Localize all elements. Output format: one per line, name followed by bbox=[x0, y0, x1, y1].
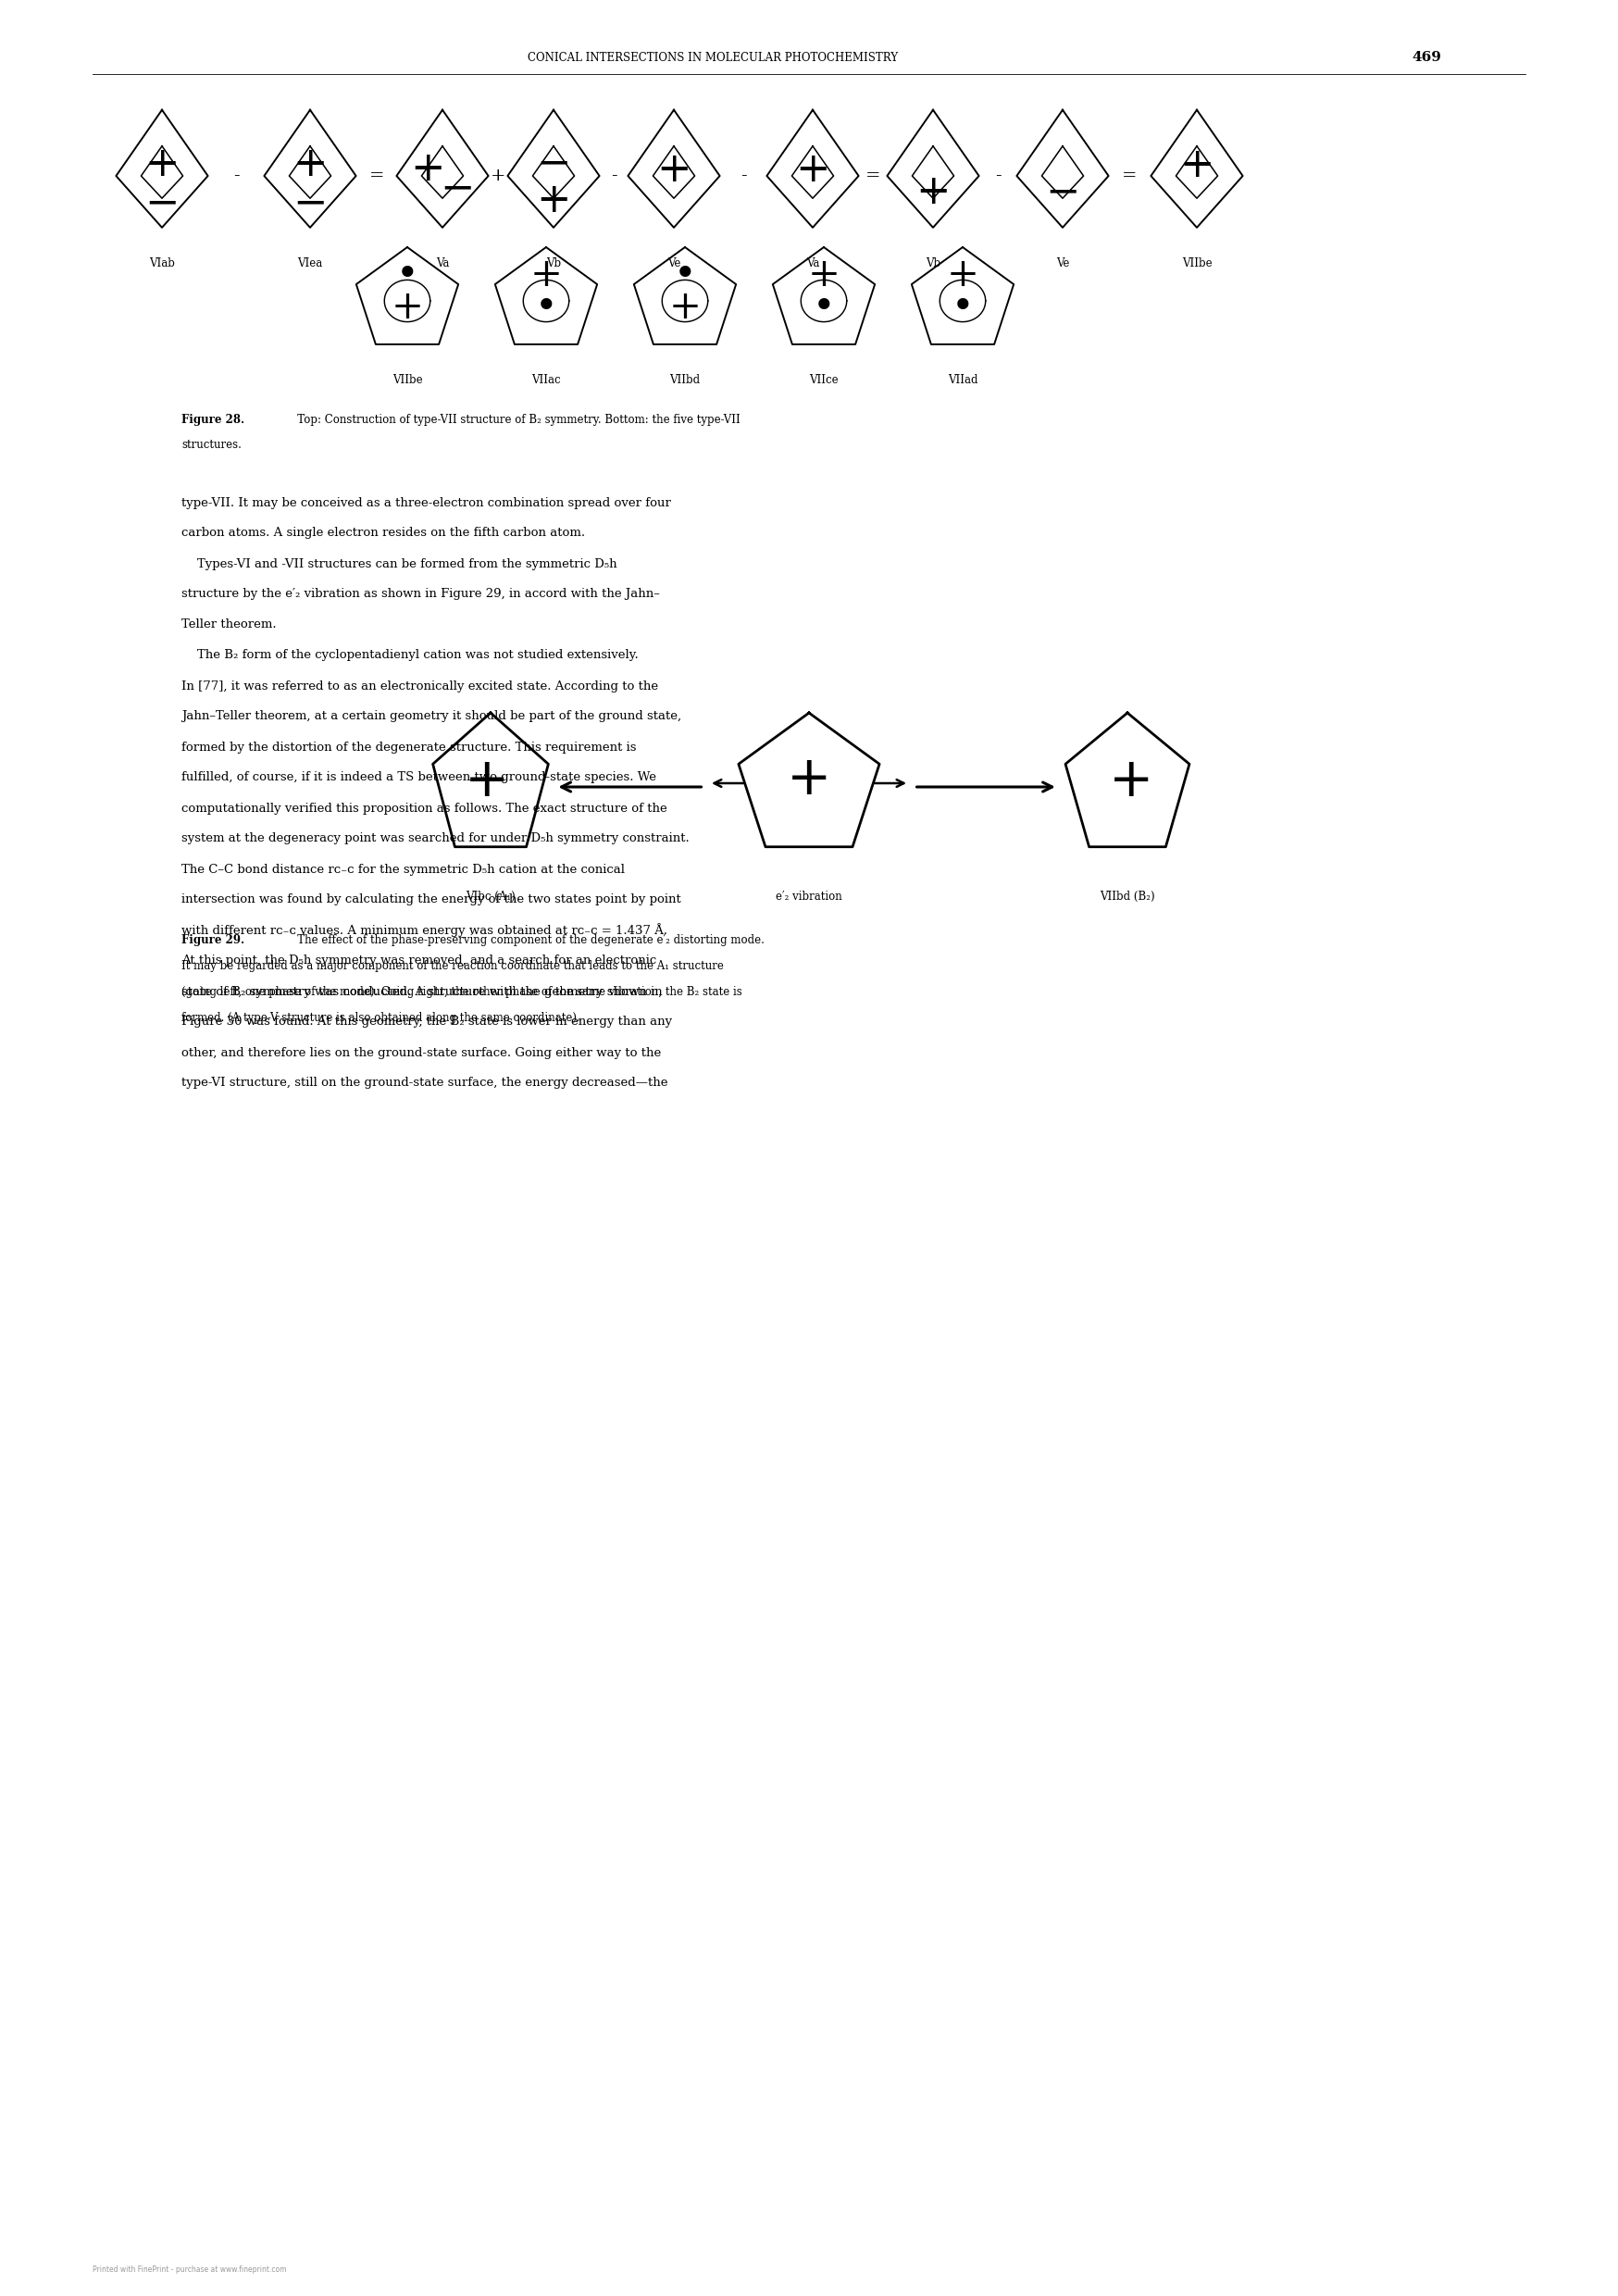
Text: +: + bbox=[796, 149, 830, 191]
Text: Jahn–Teller theorem, at a certain geometry it should be part of the ground state: Jahn–Teller theorem, at a certain geomet… bbox=[181, 709, 681, 723]
Text: VIIbd: VIIbd bbox=[670, 374, 701, 386]
Text: computationally verified this proposition as follows. The exact structure of the: computationally verified this propositio… bbox=[181, 801, 667, 815]
Text: +: + bbox=[392, 287, 424, 326]
Text: fulfilled, of course, if it is indeed a TS between two ground-state species. We: fulfilled, of course, if it is indeed a … bbox=[181, 771, 657, 783]
Text: It may be regarded as a major component of the reaction coordinate that leads to: It may be regarded as a major component … bbox=[181, 960, 723, 974]
Text: Va: Va bbox=[806, 257, 819, 269]
Text: =: = bbox=[866, 168, 880, 184]
Text: VIIce: VIIce bbox=[809, 374, 838, 386]
Text: •: • bbox=[673, 255, 696, 294]
Text: −: − bbox=[1045, 172, 1079, 211]
Text: VIIac: VIIac bbox=[531, 374, 561, 386]
Text: +: + bbox=[1180, 145, 1214, 186]
Text: +: + bbox=[916, 172, 950, 211]
Text: structure by the e′₂ vibration as shown in Figure 29, in accord with the Jahn–: structure by the e′₂ vibration as shown … bbox=[181, 588, 660, 599]
Text: VIIbe: VIIbe bbox=[392, 374, 422, 386]
Text: +: + bbox=[464, 755, 510, 808]
Text: In [77], it was referred to as an electronically excited state. According to the: In [77], it was referred to as an electr… bbox=[181, 680, 659, 691]
Text: system at the degeneracy point was searched for under D₅h symmetry constraint.: system at the degeneracy point was searc… bbox=[181, 833, 689, 845]
Text: state of B₂ symmetry was conducted. A structure with the geometry shown in: state of B₂ symmetry was conducted. A st… bbox=[181, 985, 662, 996]
Text: +: + bbox=[807, 255, 840, 294]
Text: type-VI structure, still on the ground-state surface, the energy decreased—the: type-VI structure, still on the ground-s… bbox=[181, 1077, 668, 1088]
Text: +: + bbox=[786, 753, 832, 806]
Text: +: + bbox=[947, 255, 979, 294]
Text: Figure 29.: Figure 29. bbox=[181, 934, 244, 946]
Text: =: = bbox=[1121, 168, 1137, 184]
Text: Vb: Vb bbox=[545, 257, 561, 269]
Text: formed. (A type-V structure is also obtained along the same coordinate).: formed. (A type-V structure is also obta… bbox=[181, 1013, 581, 1024]
Text: CONICAL INTERSECTIONS IN MOLECULAR PHOTOCHEMISTRY: CONICAL INTERSECTIONS IN MOLECULAR PHOTO… bbox=[527, 51, 898, 64]
Text: VIea: VIea bbox=[298, 257, 322, 269]
Text: +: + bbox=[536, 179, 571, 220]
Text: The B₂ form of the cyclopentadienyl cation was not studied extensively.: The B₂ form of the cyclopentadienyl cati… bbox=[181, 650, 639, 661]
Text: +: + bbox=[657, 149, 691, 191]
Text: −: − bbox=[440, 168, 474, 209]
Text: -: - bbox=[995, 168, 1002, 184]
Text: +: + bbox=[293, 145, 327, 184]
Text: type-VII. It may be conceived as a three-electron combination spread over four: type-VII. It may be conceived as a three… bbox=[181, 496, 671, 510]
Text: •: • bbox=[812, 287, 835, 326]
Text: +: + bbox=[531, 255, 563, 294]
Text: Top: Construction of type-VII structure of B₂ symmetry. Bottom: the five type-VI: Top: Construction of type-VII structure … bbox=[286, 413, 741, 425]
Text: VIIbe: VIIbe bbox=[1181, 257, 1212, 269]
Text: Ve: Ve bbox=[1057, 257, 1069, 269]
Text: Figure 30 was found. At this geometry, the B₂ state is lower in energy than any: Figure 30 was found. At this geometry, t… bbox=[181, 1017, 671, 1029]
Text: -: - bbox=[739, 168, 746, 184]
Text: +: + bbox=[411, 149, 445, 188]
Text: +: + bbox=[668, 287, 701, 326]
Text: Types-VI and -VII structures can be formed from the symmetric D₅h: Types-VI and -VII structures can be form… bbox=[181, 558, 616, 569]
Text: other, and therefore lies on the ground-state surface. Going either way to the: other, and therefore lies on the ground-… bbox=[181, 1047, 662, 1058]
Text: -: - bbox=[233, 168, 239, 184]
Text: VIIbd (B₂): VIIbd (B₂) bbox=[1100, 891, 1155, 902]
Text: e′₂ vibration: e′₂ vibration bbox=[775, 891, 843, 902]
Text: Ve: Ve bbox=[667, 257, 681, 269]
Text: VIIad: VIIad bbox=[948, 374, 977, 386]
Text: VIab: VIab bbox=[149, 257, 175, 269]
Text: (going left, one phase of the mode). Going right, the other phase of the same vi: (going left, one phase of the mode). Goi… bbox=[181, 987, 743, 999]
Text: Vb: Vb bbox=[925, 257, 940, 269]
Text: The effect of the phase-preserving component of the degenerate e′₂ distorting mo: The effect of the phase-preserving compo… bbox=[286, 934, 764, 946]
Text: +: + bbox=[490, 168, 505, 184]
Text: =: = bbox=[369, 168, 385, 184]
Text: Teller theorem.: Teller theorem. bbox=[181, 620, 277, 631]
Text: carbon atoms. A single electron resides on the fifth carbon atom.: carbon atoms. A single electron resides … bbox=[181, 528, 586, 540]
Text: −: − bbox=[144, 184, 180, 223]
Text: Figure 28.: Figure 28. bbox=[181, 413, 244, 425]
Text: −: − bbox=[536, 142, 571, 184]
Text: formed by the distortion of the degenerate structure. This requirement is: formed by the distortion of the degenera… bbox=[181, 742, 636, 753]
Text: with different rᴄ₋ᴄ values. A minimum energy was obtained at rᴄ₋ᴄ = 1.437 Å.: with different rᴄ₋ᴄ values. A minimum en… bbox=[181, 923, 667, 937]
Text: Va: Va bbox=[435, 257, 450, 269]
Text: •: • bbox=[534, 287, 558, 326]
Text: •: • bbox=[951, 287, 974, 326]
Text: −: − bbox=[293, 184, 327, 223]
Text: +: + bbox=[144, 145, 180, 184]
Text: Printed with FinePrint - purchase at www.fineprint.com: Printed with FinePrint - purchase at www… bbox=[92, 2266, 286, 2275]
Text: -: - bbox=[610, 168, 616, 184]
Text: structures.: structures. bbox=[181, 439, 241, 452]
Text: •: • bbox=[396, 255, 419, 294]
Text: At this point, the D₅h symmetry was removed, and a search for an electronic: At this point, the D₅h symmetry was remo… bbox=[181, 955, 657, 967]
Text: 469: 469 bbox=[1411, 51, 1442, 64]
Text: intersection was found by calculating the energy of the two states point by poin: intersection was found by calculating th… bbox=[181, 893, 681, 907]
Text: +: + bbox=[1108, 755, 1154, 808]
Text: The C–C bond distance rᴄ₋ᴄ for the symmetric D₅h cation at the conical: The C–C bond distance rᴄ₋ᴄ for the symme… bbox=[181, 863, 625, 875]
Text: VIbc (A₁): VIbc (A₁) bbox=[466, 891, 516, 902]
